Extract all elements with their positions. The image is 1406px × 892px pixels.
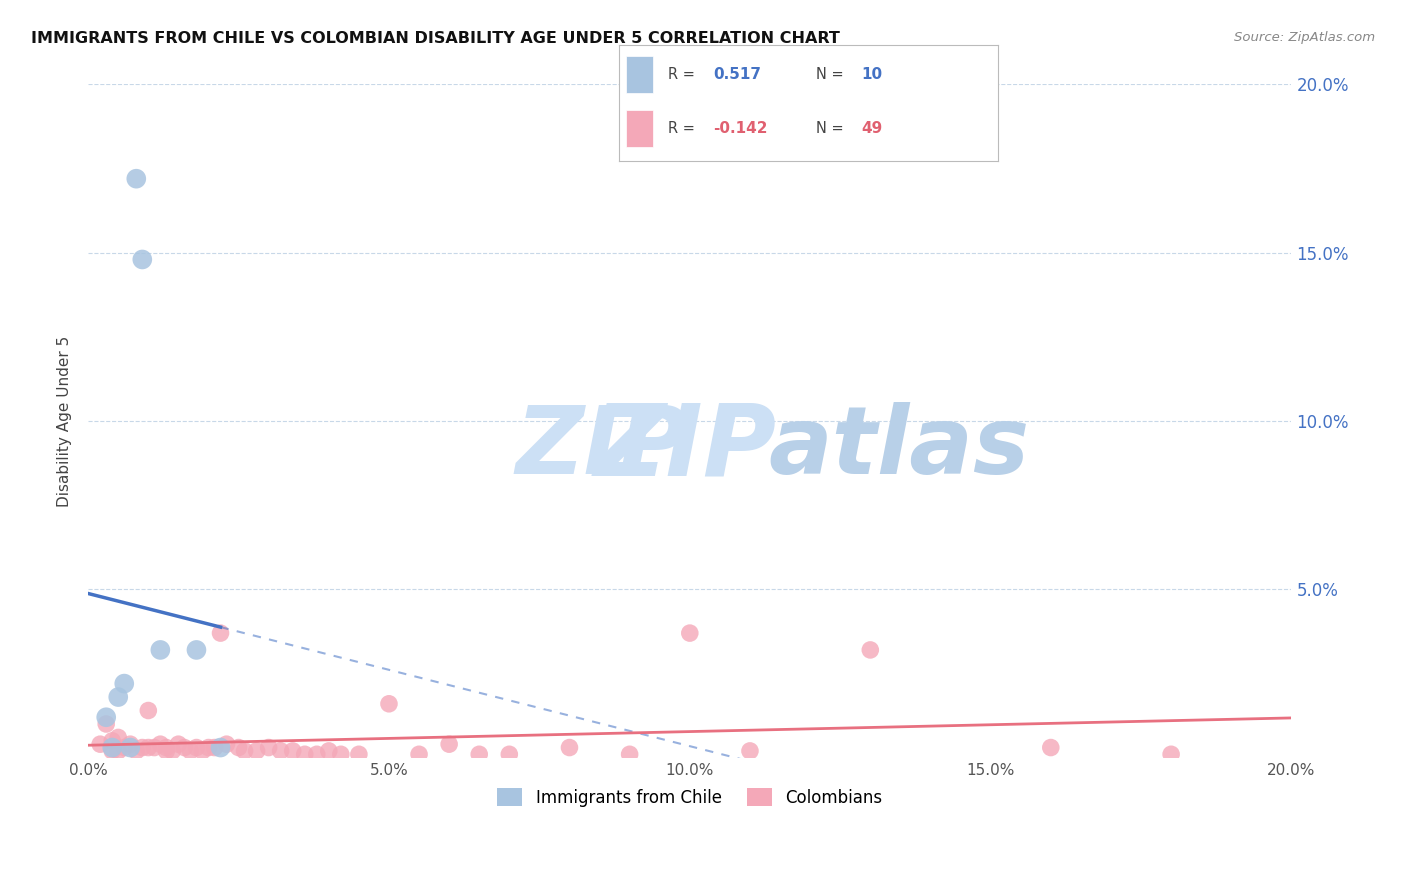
Point bbox=[294, 747, 316, 762]
Point bbox=[437, 737, 460, 751]
Point bbox=[318, 744, 340, 758]
Point bbox=[246, 744, 269, 758]
FancyBboxPatch shape bbox=[626, 110, 652, 146]
Point bbox=[468, 747, 491, 762]
Text: R =: R = bbox=[668, 67, 695, 82]
Point bbox=[101, 734, 124, 748]
Point bbox=[167, 737, 190, 751]
Point bbox=[101, 740, 124, 755]
Text: ZIP: ZIP bbox=[516, 402, 688, 494]
Point bbox=[1160, 747, 1182, 762]
Point bbox=[120, 740, 142, 755]
Point bbox=[281, 744, 304, 758]
Text: atlas: atlas bbox=[768, 402, 1029, 494]
FancyBboxPatch shape bbox=[626, 56, 652, 94]
Point bbox=[619, 747, 641, 762]
Text: 10: 10 bbox=[862, 67, 883, 82]
Point bbox=[131, 252, 153, 267]
Point bbox=[233, 744, 256, 758]
Point bbox=[186, 740, 208, 755]
Point bbox=[257, 740, 280, 755]
Point bbox=[191, 744, 214, 758]
Point bbox=[173, 740, 195, 755]
Point bbox=[270, 744, 292, 758]
Text: -0.142: -0.142 bbox=[713, 120, 768, 136]
Point bbox=[149, 643, 172, 657]
Point bbox=[107, 690, 129, 704]
Point bbox=[136, 704, 159, 718]
Text: IMMIGRANTS FROM CHILE VS COLOMBIAN DISABILITY AGE UNDER 5 CORRELATION CHART: IMMIGRANTS FROM CHILE VS COLOMBIAN DISAB… bbox=[31, 31, 839, 46]
Point bbox=[228, 740, 250, 755]
Point bbox=[112, 740, 135, 755]
Legend: Immigrants from Chile, Colombians: Immigrants from Chile, Colombians bbox=[491, 781, 889, 814]
Point bbox=[125, 744, 148, 758]
Point bbox=[155, 744, 177, 758]
Point bbox=[120, 737, 142, 751]
Point bbox=[305, 747, 328, 762]
Point bbox=[89, 737, 111, 751]
Point bbox=[859, 643, 882, 657]
Point bbox=[136, 740, 159, 755]
Text: ZIPatlas: ZIPatlas bbox=[593, 400, 1050, 497]
Text: N =: N = bbox=[815, 120, 844, 136]
Text: Source: ZipAtlas.com: Source: ZipAtlas.com bbox=[1234, 31, 1375, 45]
Point bbox=[347, 747, 370, 762]
Point bbox=[378, 697, 401, 711]
Point bbox=[204, 740, 226, 755]
Point bbox=[101, 744, 124, 758]
Point bbox=[209, 626, 232, 640]
Point bbox=[215, 737, 238, 751]
Point bbox=[112, 676, 135, 690]
Point bbox=[162, 744, 184, 758]
Point bbox=[96, 710, 118, 724]
Point bbox=[107, 731, 129, 745]
Text: ZIP: ZIP bbox=[593, 400, 776, 497]
Text: 49: 49 bbox=[862, 120, 883, 136]
Point bbox=[498, 747, 520, 762]
Point bbox=[149, 737, 172, 751]
Point bbox=[155, 740, 177, 755]
Text: 0.517: 0.517 bbox=[713, 67, 762, 82]
Point bbox=[209, 740, 232, 755]
Point bbox=[679, 626, 702, 640]
Text: R =: R = bbox=[668, 120, 695, 136]
Point bbox=[96, 717, 118, 731]
Point bbox=[1039, 740, 1062, 755]
Point bbox=[186, 643, 208, 657]
Point bbox=[197, 740, 219, 755]
Point bbox=[107, 744, 129, 758]
Point bbox=[131, 740, 153, 755]
Y-axis label: Disability Age Under 5: Disability Age Under 5 bbox=[58, 335, 72, 507]
Point bbox=[125, 171, 148, 186]
Point bbox=[558, 740, 581, 755]
Point bbox=[179, 744, 201, 758]
Point bbox=[408, 747, 430, 762]
Point bbox=[329, 747, 352, 762]
Point bbox=[143, 740, 166, 755]
Text: N =: N = bbox=[815, 67, 844, 82]
Point bbox=[738, 744, 761, 758]
